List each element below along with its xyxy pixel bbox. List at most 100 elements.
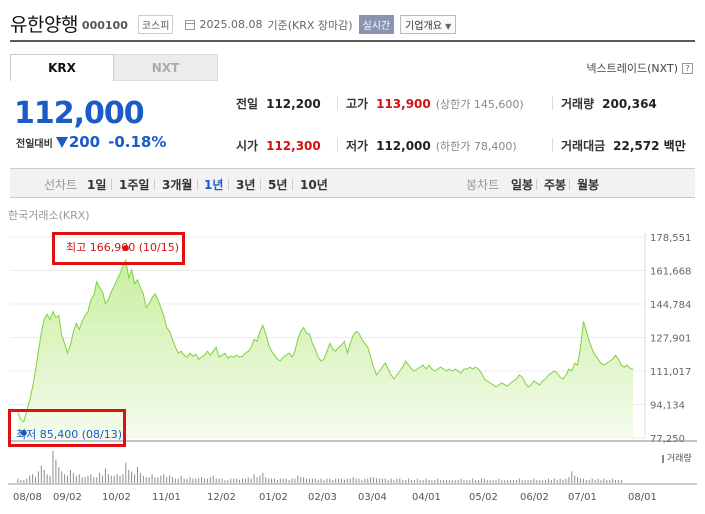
- exchange-tabs: KRX NXT: [10, 54, 218, 81]
- volume-bar: [349, 478, 351, 483]
- volume-bar: [443, 480, 445, 483]
- volume-bar: [96, 477, 98, 483]
- volume-bar: [410, 480, 412, 483]
- volume-legend-label: 거래량: [666, 454, 692, 464]
- price-area: [18, 260, 633, 438]
- volume-bar: [556, 480, 558, 483]
- volume-bar: [507, 480, 509, 483]
- period-5y[interactable]: 5년: [268, 178, 288, 192]
- volume-bar: [154, 477, 156, 483]
- calendar-icon: [185, 19, 196, 30]
- volume-bar: [268, 478, 270, 483]
- exchange-label: 한국거래소(KRX): [8, 209, 90, 222]
- volume-legend: 거래량: [662, 451, 692, 464]
- volume-bar: [504, 480, 506, 483]
- volume-bar: [568, 477, 570, 483]
- volume-bar: [134, 474, 136, 483]
- volume-bar: [387, 480, 389, 483]
- volume-bar: [355, 478, 357, 483]
- candle-monthly[interactable]: 월봉: [577, 178, 600, 192]
- volume-bar: [597, 478, 599, 483]
- volume-bar: [221, 478, 223, 483]
- period-bar: 선차트 1일 1주일 3개월 1년 3년 5년 10년 봉차트 일봉 주봉 월봉: [10, 168, 695, 198]
- volume-bar: [119, 475, 121, 483]
- stat-value: 113,900: [376, 96, 431, 111]
- volume-bar: [483, 478, 485, 483]
- volume-bar: [204, 478, 206, 483]
- x-tick-label: 02/03: [308, 492, 337, 503]
- candle-chart-label: 봉차트: [466, 178, 500, 192]
- volume-bar: [478, 480, 480, 483]
- candle-weekly[interactable]: 주봉: [544, 178, 567, 192]
- volume-bar: [239, 480, 241, 483]
- nxt-info: 넥스트레이드(NXT) ?: [586, 60, 693, 76]
- stat-value: 112,000: [376, 138, 431, 153]
- period-3m[interactable]: 3개월: [162, 178, 193, 192]
- volume-bar: [457, 480, 459, 483]
- period-10y[interactable]: 10년: [300, 178, 328, 192]
- volume-bar: [177, 478, 179, 483]
- volume-bar: [195, 478, 197, 483]
- volume-bar: [553, 478, 555, 483]
- max-marker: [122, 245, 129, 252]
- volume-bar: [489, 480, 491, 483]
- volume-bar: [116, 474, 118, 483]
- stat-open: 시가 112,300: [236, 137, 321, 154]
- period-1y[interactable]: 1년: [204, 178, 224, 192]
- volume-bar: [606, 480, 608, 483]
- price-line: [17, 258, 634, 423]
- divider: [228, 179, 229, 190]
- volume-bar: [227, 480, 229, 483]
- change-label: 전일대비: [16, 138, 53, 150]
- volume-bar: [533, 478, 535, 483]
- y-tick-label: 127,901: [650, 334, 691, 345]
- volume-bar: [23, 480, 25, 483]
- max-highlight-box: [52, 232, 185, 265]
- volume-bar: [591, 478, 593, 483]
- period-1d[interactable]: 1일: [87, 178, 107, 192]
- period-1w[interactable]: 1주일: [119, 178, 150, 192]
- volume-bar: [609, 480, 611, 483]
- stat-label: 전일: [236, 97, 259, 111]
- stock-code: 000100: [81, 19, 128, 32]
- divider: [154, 179, 155, 190]
- volume-bar: [518, 478, 520, 483]
- volume-bar: [480, 478, 482, 483]
- volume-bar: [99, 472, 101, 483]
- basis-text: 기준(KRX 장마감): [267, 18, 353, 32]
- company-overview-button[interactable]: 기업개요 ▼: [400, 15, 457, 34]
- tab-krx[interactable]: KRX: [10, 54, 114, 81]
- volume-bar: [542, 480, 544, 483]
- volume-bar: [460, 478, 462, 483]
- date-text: 2025.08.08: [199, 18, 263, 31]
- volume-bar: [582, 478, 584, 483]
- volume-bar: [288, 480, 290, 483]
- volume-bar: [320, 478, 322, 483]
- volume-bar: [171, 477, 173, 483]
- volume-bar: [37, 471, 39, 483]
- help-icon[interactable]: ?: [682, 62, 693, 74]
- volume-bar: [451, 480, 453, 483]
- volume-bar: [445, 480, 447, 483]
- volume-bar: [139, 472, 141, 483]
- divider: [552, 138, 553, 152]
- tab-nxt[interactable]: NXT: [114, 54, 218, 81]
- volume-bar: [104, 468, 106, 483]
- y-tick-label: 111,017: [650, 367, 691, 378]
- volume-bar: [574, 475, 576, 483]
- volume-bar: [233, 478, 235, 483]
- candle-daily[interactable]: 일봉: [511, 178, 534, 192]
- realtime-button[interactable]: 실시간: [358, 15, 395, 34]
- volume-bar: [29, 475, 31, 483]
- volume-bar: [201, 477, 203, 483]
- volume-bar: [93, 477, 95, 483]
- divider: [552, 96, 553, 110]
- volume-bar: [236, 478, 238, 483]
- current-price: 112,000: [14, 96, 145, 131]
- volume-bar: [58, 467, 60, 483]
- period-3y[interactable]: 3년: [236, 178, 256, 192]
- volume-bar: [422, 480, 424, 483]
- volume-bar: [128, 469, 130, 483]
- stat-label: 거래량: [561, 97, 595, 111]
- price-chart[interactable]: 178,551 161,668 144,784 127,901 111,017 94,13…: [0, 225, 705, 514]
